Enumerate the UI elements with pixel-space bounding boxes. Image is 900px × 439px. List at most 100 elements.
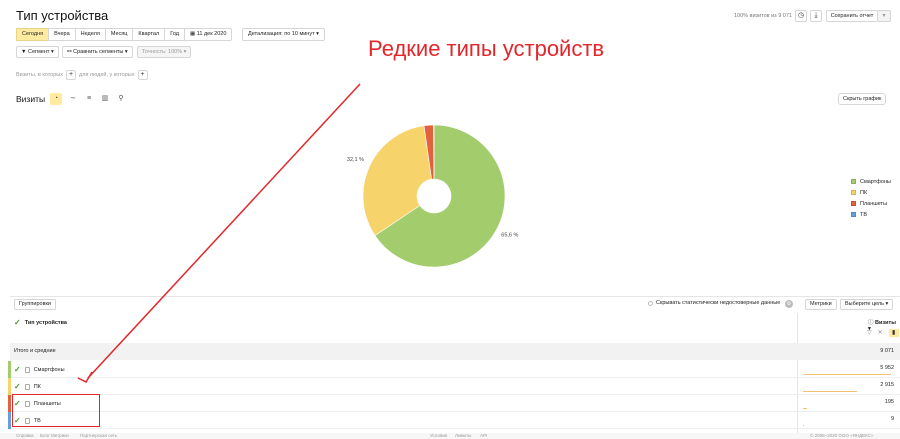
legend-item[interactable]: ТВ: [851, 209, 891, 220]
row-value: 9: [890, 416, 894, 422]
footer-link-help[interactable]: Справка: [16, 433, 34, 438]
column-chart-icon[interactable]: ▥: [101, 95, 109, 102]
checkbox-icon: [648, 300, 653, 306]
legend-label: Смартфоны: [860, 178, 891, 185]
date-label: 11 дек 2020: [196, 31, 227, 37]
row-value-bar: [803, 374, 891, 375]
compare-segments-button[interactable]: ⚯ Сравнить сегменты ▾: [62, 46, 133, 58]
save-report-dropdown[interactable]: ▾: [878, 10, 891, 22]
row-value: 195: [884, 399, 894, 405]
compare-icon: ⚯: [67, 49, 74, 55]
chart-toggle-icon[interactable]: ▮: [888, 329, 899, 337]
tab-period-yesterday[interactable]: Вчера: [48, 28, 76, 41]
annotation-text: Редкие типы устройств: [368, 36, 605, 61]
checkmark-icon[interactable]: ✓: [14, 382, 21, 391]
groupings-button[interactable]: Группировки: [14, 299, 56, 310]
accuracy-label: Точность: 100%: [142, 49, 183, 55]
filter-visits-label: Визиты, в которых: [16, 72, 63, 78]
metric-header-label: Визиты: [875, 320, 896, 326]
clock-icon[interactable]: ◷: [795, 10, 807, 22]
add-visit-filter-button[interactable]: +: [66, 70, 76, 80]
footer-link-terms[interactable]: Условия: [430, 433, 448, 438]
row-color-marker: [8, 378, 11, 395]
row-name: ✓ Планшеты: [14, 399, 61, 408]
pie-slice-2[interactable]: [362, 125, 432, 236]
table-row[interactable]: ✓ Планшеты 195: [8, 395, 900, 412]
row-label: ПК: [33, 383, 41, 390]
row-name: ✓ Смартфоны: [14, 365, 65, 374]
filter-icon: ▼: [21, 49, 28, 55]
checkmark-icon[interactable]: ✓: [14, 399, 21, 408]
metrics-button[interactable]: Метрики: [805, 299, 837, 310]
table-row[interactable]: ✓ ТВ 9: [8, 412, 900, 429]
table-row[interactable]: ✓ ПК 2 915: [8, 378, 900, 395]
row-label: ТВ: [33, 417, 41, 424]
page-title: Тип устройства: [16, 8, 109, 23]
legend-label: ПК: [860, 189, 868, 196]
row-value: 5 952: [880, 365, 894, 371]
checkmark-icon[interactable]: ✓: [14, 365, 21, 374]
date-picker-button[interactable]: ▦ 11 дек 2020: [184, 28, 233, 41]
pie-slice-label: 32,1 %: [347, 157, 364, 163]
legend-label: Планшеты: [860, 200, 888, 207]
pie-slice-1[interactable]: [374, 124, 506, 268]
calendar-icon: ▦: [190, 31, 197, 37]
legend-item[interactable]: Смартфоны: [851, 176, 891, 187]
checkmark-icon[interactable]: ✓: [14, 416, 21, 425]
dimension-header[interactable]: ✓ Тип устройства: [14, 318, 67, 327]
download-icon[interactable]: ⤓: [810, 10, 822, 22]
bar-chart-icon[interactable]: ≡: [86, 95, 92, 102]
filter-icon[interactable]: ▽: [867, 330, 872, 336]
compare-label: Сравнить сегменты: [73, 49, 124, 55]
info-icon: ⓘ: [868, 320, 876, 326]
period-tabs: Сегодня Вчера Неделя Месяц Квартал Год: [16, 28, 185, 41]
legend-item[interactable]: Планшеты: [851, 198, 891, 209]
chevron-down-icon: ▾: [314, 31, 319, 37]
chevron-down-icon: ▾: [123, 49, 128, 55]
segment-label: Сегмент: [27, 49, 50, 55]
detail-dropdown[interactable]: Детализация: по 10 минут ▾: [242, 28, 325, 41]
hide-unreliable-label: Скрывать статистически недостоверные дан…: [656, 300, 781, 306]
row-value-bar: [803, 425, 804, 426]
legend-label: ТВ: [860, 211, 868, 218]
hide-chart-button[interactable]: Скрыть график: [838, 93, 887, 105]
row-color-marker: [8, 395, 11, 412]
chevron-down-icon: ▾: [182, 49, 187, 55]
tv-icon: [24, 417, 30, 424]
hide-unreliable-toggle[interactable]: Скрывать статистически недостоверные дан…: [648, 300, 780, 306]
row-label: Смартфоны: [33, 366, 65, 373]
footer-link-partners[interactable]: Партнерская сеть: [80, 433, 118, 438]
legend-item[interactable]: ПК: [851, 187, 891, 198]
goal-label: Выберите цель: [845, 301, 884, 307]
chevron-down-icon: ▾: [49, 49, 54, 55]
table-row[interactable]: ✓ Смартфоны 5 952: [8, 361, 900, 378]
filter-people-label: для людей, у которых: [79, 72, 135, 78]
legend-swatch: [851, 201, 856, 206]
sort-desc-icon: ▾: [868, 326, 871, 332]
remove-metric-icon[interactable]: ✕: [877, 330, 883, 336]
row-value-bar: [803, 391, 857, 392]
footer-link-blog[interactable]: Блог Метрики: [40, 433, 69, 438]
tab-period-week[interactable]: Неделя: [74, 28, 106, 41]
gear-icon[interactable]: ⚙: [785, 300, 793, 308]
accuracy-dropdown[interactable]: Точность: 100% ▾: [137, 46, 192, 58]
choose-goal-dropdown[interactable]: Выберите цель ▾: [840, 299, 894, 310]
filters-row: Визиты, в которых + для людей, у которых…: [16, 70, 151, 80]
line-chart-icon[interactable]: ∼: [70, 95, 76, 102]
save-report-button[interactable]: Сохранить отчет: [826, 10, 878, 22]
footer-link-limits[interactable]: Лимиты: [455, 433, 472, 438]
totals-row: Итого и средние 9 071: [10, 343, 900, 360]
chart-legend: Смартфоны ПК Планшеты ТВ: [851, 176, 891, 220]
map-pin-icon[interactable]: ⚲: [118, 95, 124, 102]
totals-label: Итого и средние: [14, 348, 56, 354]
legend-swatch: [851, 190, 856, 195]
footer-link-api[interactable]: API: [480, 433, 488, 438]
tab-period-today[interactable]: Сегодня: [16, 28, 50, 41]
row-color-marker: [8, 412, 11, 429]
pie-chart-icon[interactable]: ◔: [50, 93, 62, 105]
add-people-filter-button[interactable]: +: [137, 70, 148, 80]
metric-header[interactable]: ⓘ Визиты ▾: [868, 318, 900, 332]
desktop-icon: [24, 383, 30, 390]
segment-button[interactable]: ▼ Сегмент ▾: [16, 46, 59, 58]
